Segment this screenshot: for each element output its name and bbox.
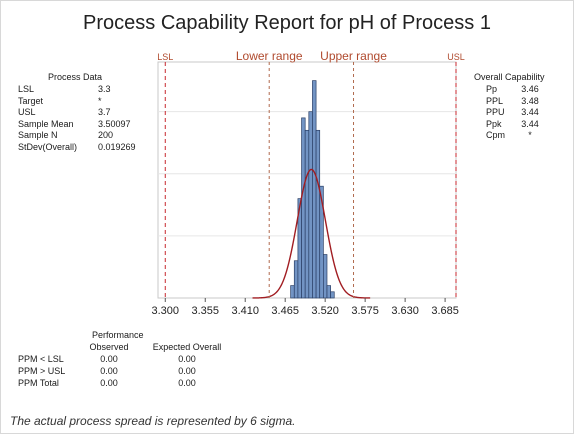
- process-data-row: StDev(Overall) 0.019269: [18, 142, 136, 154]
- spec-limit-label: USL: [447, 52, 465, 62]
- capability-label: Cpm: [486, 130, 506, 140]
- histogram-bar: [290, 285, 295, 299]
- x-tick-label: 3.355: [191, 305, 219, 317]
- capability-label: Ppk: [486, 118, 502, 129]
- histogram-bar: [319, 185, 324, 299]
- x-tick-label: 3.685: [431, 305, 459, 317]
- process-data-value: 0.019269: [98, 141, 136, 152]
- overall-capability-heading: Overall Capability: [474, 72, 545, 82]
- x-tick-label: 3.575: [351, 305, 379, 317]
- process-data-value: 3.50097: [98, 118, 131, 129]
- process-data-row: USL 3.7: [18, 107, 136, 119]
- process-data-value: *: [98, 95, 102, 106]
- process-data-row: Target *: [18, 96, 136, 108]
- histogram-bar: [326, 285, 331, 299]
- performance-table: Performance Observed Expected Overall PPM…: [18, 330, 248, 390]
- capability-row: Cpm *: [486, 130, 550, 142]
- performance-label: PPM Total: [18, 378, 59, 389]
- range-label: Upper range: [320, 49, 387, 63]
- spec-limit-label: LSL: [157, 52, 173, 62]
- x-tick-label: 3.520: [311, 305, 339, 317]
- process-data-row: LSL 3.3: [18, 84, 136, 96]
- process-data-label: USL: [18, 107, 36, 117]
- performance-label: PPM > USL: [18, 366, 66, 377]
- process-data-label: Target: [18, 95, 44, 106]
- performance-row: PPM > USL 0.00 0.00: [18, 366, 248, 378]
- process-data-value: 200: [98, 130, 114, 140]
- process-data-label: StDev(Overall): [18, 141, 78, 152]
- histogram-bar: [308, 111, 313, 299]
- histogram-bar: [304, 129, 310, 299]
- observed-value: 0.00: [100, 378, 118, 389]
- capability-row: Ppk 3.44: [486, 119, 550, 131]
- observed-value: 0.00: [100, 354, 118, 365]
- process-data-value: 3.7: [98, 107, 111, 117]
- overall-capability-table: Pp 3.46 PPL 3.48 PPU 3.44 Ppk 3.44 Cpm *: [486, 84, 550, 142]
- observed-column-header: Observed: [89, 342, 129, 353]
- footnote: The actual process spread is represented…: [10, 414, 296, 428]
- expected-value: 0.00: [178, 354, 196, 365]
- histogram-bar: [323, 254, 328, 299]
- expected-column-header: Expected Overall: [152, 342, 222, 353]
- histogram-bar: [315, 129, 321, 299]
- x-tick-label: 3.465: [271, 305, 299, 317]
- capability-value: 3.48: [521, 95, 539, 106]
- performance-label: PPM < LSL: [18, 354, 64, 365]
- normal-curve: [252, 168, 371, 299]
- capability-value: 3.44: [521, 107, 539, 117]
- chart-title: Process Capability Report for pH of Proc…: [83, 12, 491, 34]
- range-label: Lower range: [236, 49, 303, 63]
- capability-value: 3.46: [521, 84, 539, 94]
- process-data-label: Sample Mean: [18, 118, 74, 129]
- histogram-bar: [330, 291, 335, 299]
- expected-value: 0.00: [178, 366, 196, 377]
- capability-value: *: [528, 130, 532, 140]
- x-tick-label: 3.410: [231, 305, 259, 317]
- histogram-bar: [301, 117, 306, 299]
- process-data-value: 3.3: [98, 84, 111, 94]
- histogram-bar: [293, 260, 299, 299]
- capability-row: PPU 3.44: [486, 107, 550, 119]
- x-tick-label: 3.300: [152, 305, 180, 317]
- x-tick-label: 3.630: [391, 305, 419, 317]
- process-data-label: LSL: [18, 84, 35, 94]
- capability-label: Pp: [486, 84, 498, 94]
- process-data-table: LSL 3.3 Target * USL 3.7 Sample Mean 3.50097…: [18, 84, 136, 153]
- performance-row: PPM Total 0.00 0.00: [18, 378, 248, 390]
- process-data-label: Sample N: [18, 130, 58, 140]
- capability-value: 3.44: [521, 118, 539, 129]
- expected-value: 0.00: [178, 378, 196, 389]
- performance-heading: Performance: [92, 330, 144, 341]
- capability-label: PPU: [486, 107, 505, 117]
- performance-row: PPM < LSL 0.00 0.00: [18, 354, 248, 366]
- capability-label: PPL: [486, 95, 504, 106]
- capability-row: Pp 3.46: [486, 84, 550, 96]
- process-data-row: Sample N 200: [18, 130, 136, 142]
- capability-row: PPL 3.48: [486, 96, 550, 108]
- observed-value: 0.00: [100, 366, 118, 377]
- histogram-bar: [312, 80, 317, 299]
- process-data-row: Sample Mean 3.50097: [18, 119, 136, 131]
- process-data-heading: Process Data: [48, 72, 103, 82]
